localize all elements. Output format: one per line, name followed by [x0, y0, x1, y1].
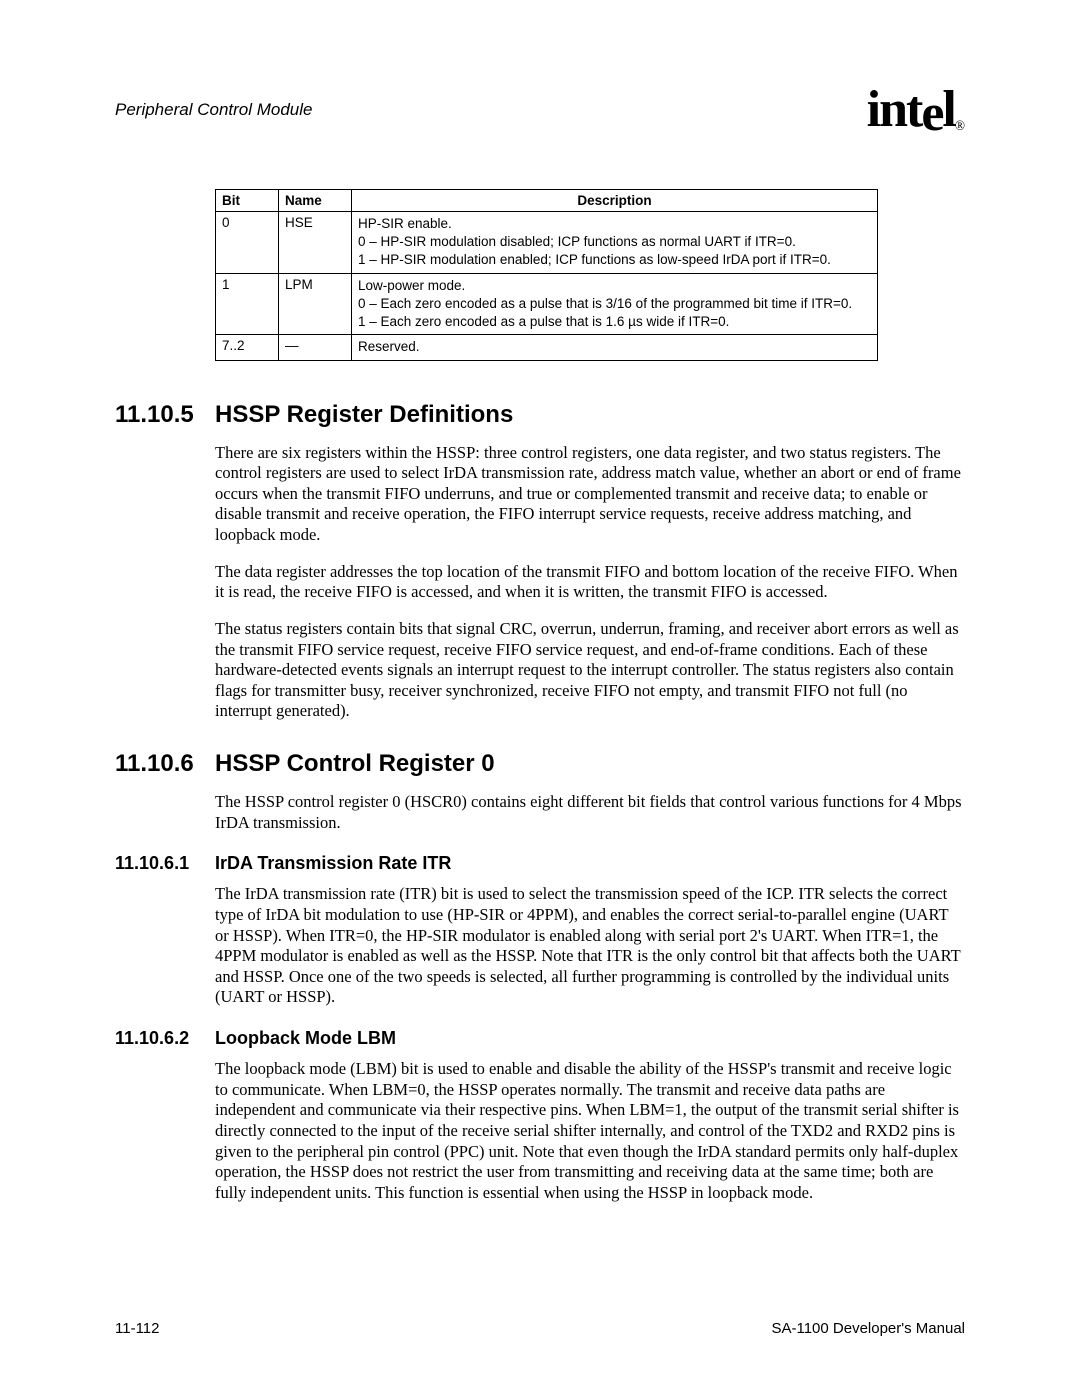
- cell-name: HSE: [279, 212, 352, 274]
- cell-desc: Low-power mode. 0 – Each zero encoded as…: [352, 273, 878, 335]
- intel-logo: intel®: [867, 80, 965, 139]
- cell-name: —: [279, 335, 352, 360]
- section-title: HSSP Register Definitions: [215, 401, 513, 429]
- table-header-row: Bit Name Description: [216, 190, 878, 212]
- cell-bit: 1: [216, 273, 279, 335]
- subsection-title: Loopback Mode LBM: [215, 1028, 396, 1049]
- doc-title: SA-1100 Developer's Manual: [771, 1320, 965, 1337]
- th-name: Name: [279, 190, 352, 212]
- subsection-number: 11.10.6.2: [115, 1028, 215, 1049]
- desc-line: 1 – Each zero encoded as a pulse that is…: [358, 313, 871, 331]
- desc-line: 0 – HP-SIR modulation disabled; ICP func…: [358, 233, 871, 251]
- module-title: Peripheral Control Module: [115, 100, 313, 120]
- paragraph: The loopback mode (LBM) bit is used to e…: [215, 1059, 965, 1203]
- table-row: 0 HSE HP-SIR enable. 0 – HP-SIR modulati…: [216, 212, 878, 274]
- register-table: Bit Name Description 0 HSE HP-SIR enable…: [215, 189, 878, 361]
- paragraph: The IrDA transmission rate (ITR) bit is …: [215, 884, 965, 1008]
- paragraph: The data register addresses the top loca…: [215, 562, 965, 603]
- cell-bit: 0: [216, 212, 279, 274]
- cell-desc: Reserved.: [352, 335, 878, 360]
- section-number: 11.10.6: [115, 750, 215, 778]
- cell-name: LPM: [279, 273, 352, 335]
- subsection-heading: 11.10.6.2 Loopback Mode LBM: [115, 1028, 965, 1049]
- desc-title: HP-SIR enable.: [358, 215, 871, 233]
- paragraph: There are six registers within the HSSP:…: [215, 443, 965, 546]
- paragraph: The status registers contain bits that s…: [215, 619, 965, 722]
- subsection-heading: 11.10.6.1 IrDA Transmission Rate ITR: [115, 853, 965, 874]
- page-number: 11-112: [115, 1320, 159, 1337]
- cell-bit: 7..2: [216, 335, 279, 360]
- section-title: HSSP Control Register 0: [215, 750, 495, 778]
- cell-desc: HP-SIR enable. 0 – HP-SIR modulation dis…: [352, 212, 878, 274]
- th-description: Description: [352, 190, 878, 212]
- th-bit: Bit: [216, 190, 279, 212]
- page-header: Peripheral Control Module intel®: [115, 80, 965, 139]
- table-row: 7..2 — Reserved.: [216, 335, 878, 360]
- section-heading: 11.10.6 HSSP Control Register 0: [115, 750, 965, 778]
- section-heading: 11.10.5 HSSP Register Definitions: [115, 401, 965, 429]
- desc-line: 0 – Each zero encoded as a pulse that is…: [358, 295, 871, 313]
- table-row: 1 LPM Low-power mode. 0 – Each zero enco…: [216, 273, 878, 335]
- subsection-number: 11.10.6.1: [115, 853, 215, 874]
- page-footer: 11-112 SA-1100 Developer's Manual: [115, 1320, 965, 1337]
- desc-line: 1 – HP-SIR modulation enabled; ICP funct…: [358, 251, 871, 269]
- desc-title: Reserved.: [358, 338, 871, 356]
- subsection-title: IrDA Transmission Rate ITR: [215, 853, 451, 874]
- desc-title: Low-power mode.: [358, 277, 871, 295]
- section-number: 11.10.5: [115, 401, 215, 429]
- paragraph: The HSSP control register 0 (HSCR0) cont…: [215, 792, 965, 833]
